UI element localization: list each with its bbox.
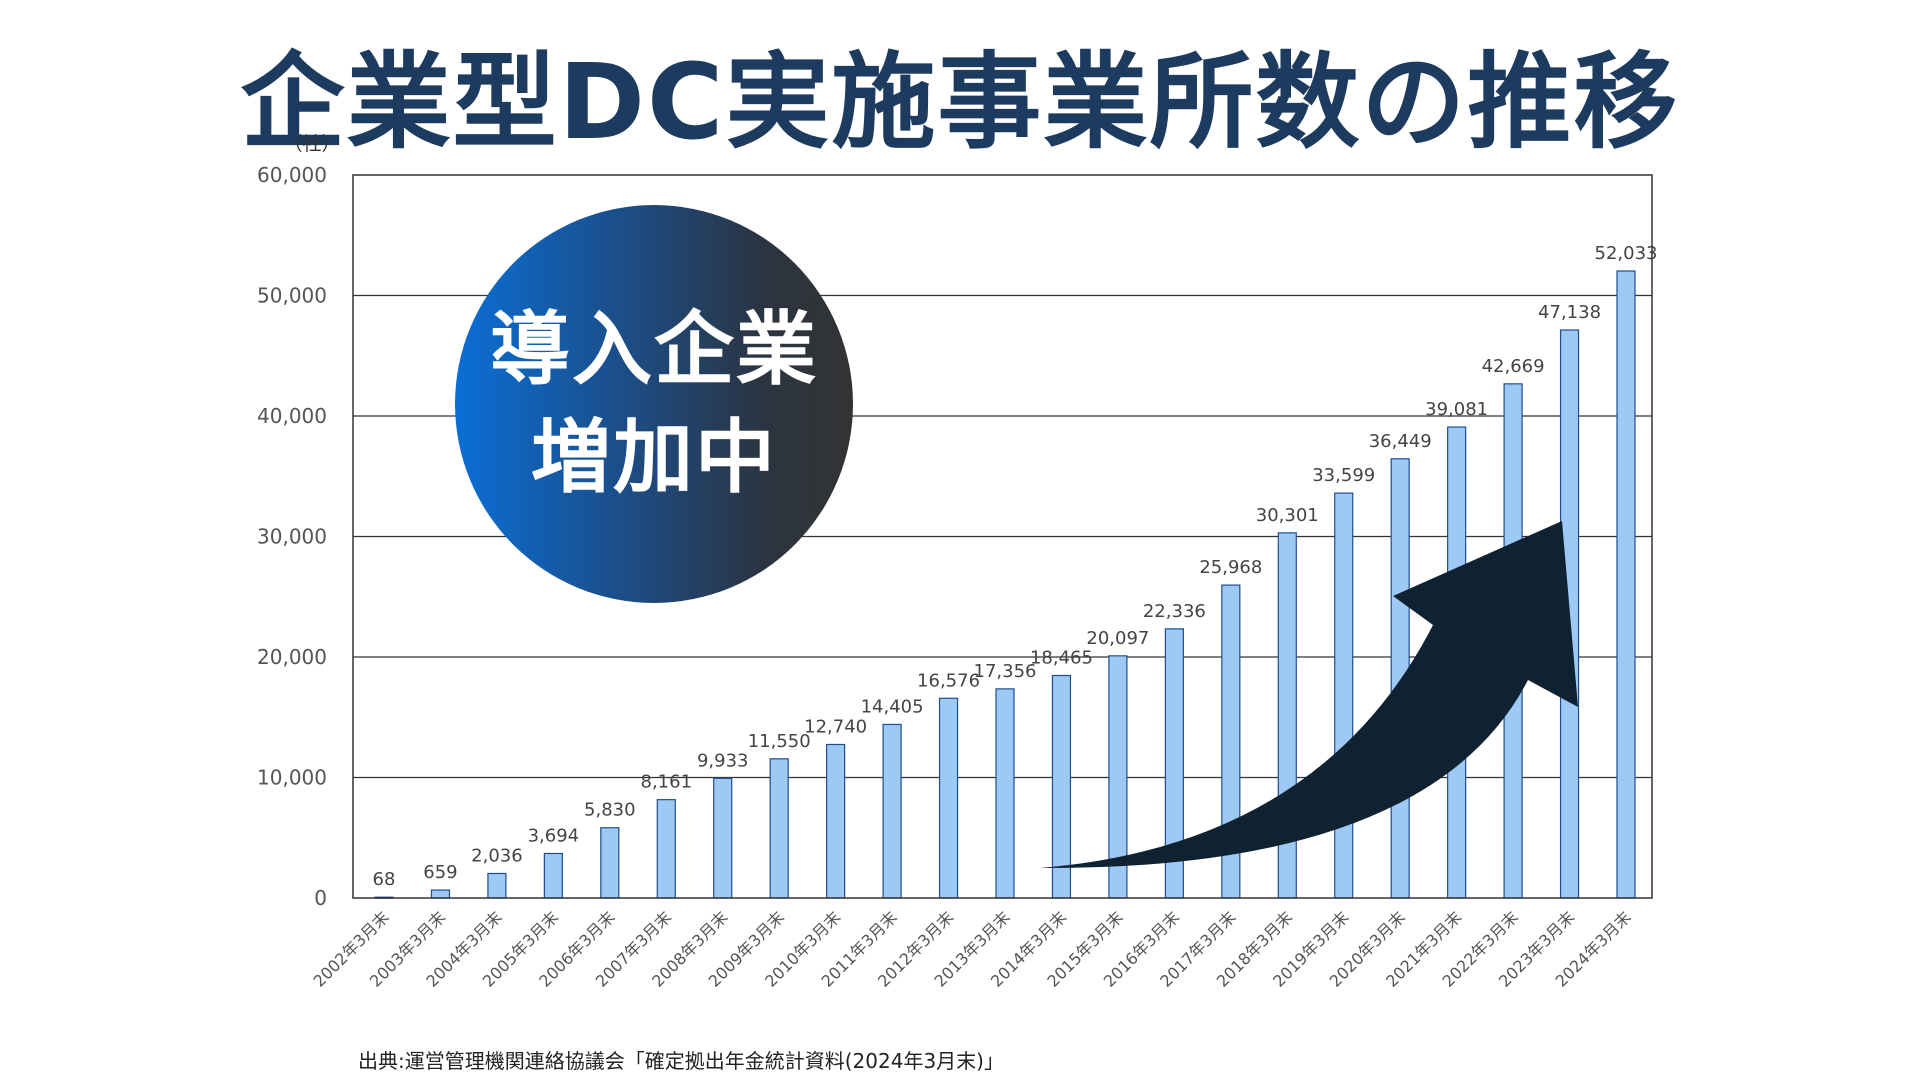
- bar-2024年3月末: [1616, 270, 1636, 899]
- bar-2006年3月末: [600, 827, 620, 899]
- y-tick-label: 10,000: [257, 766, 327, 790]
- value-label: 17,356: [974, 661, 1037, 682]
- value-label: 36,449: [1369, 431, 1432, 452]
- value-label: 39,081: [1425, 399, 1488, 420]
- value-label: 3,694: [528, 825, 580, 846]
- value-label: 25,968: [1199, 557, 1262, 578]
- bar-2009年3月末: [769, 758, 789, 899]
- bar-2008年3月末: [713, 777, 733, 899]
- source-note: 出典:運営管理機関連絡協議会「確定拠出年金統計資料(2024年3月末)」: [358, 1049, 1004, 1073]
- value-label: 9,933: [697, 750, 749, 771]
- value-label: 18,465: [1030, 647, 1093, 668]
- y-tick-label: 40,000: [257, 404, 327, 428]
- bar-2005年3月末: [543, 852, 563, 899]
- y-tick-label: 0: [314, 886, 327, 910]
- y-tick-label: 30,000: [257, 525, 327, 549]
- trend-arrow-icon: [1040, 521, 1578, 869]
- value-label: 33,599: [1312, 465, 1375, 486]
- value-label: 68: [373, 869, 396, 890]
- value-label: 11,550: [748, 731, 811, 752]
- badge-line-2: 増加中: [531, 411, 777, 504]
- value-label: 2,036: [471, 845, 523, 866]
- y-tick-label: 50,000: [257, 284, 327, 308]
- bar-2010年3月末: [826, 743, 846, 899]
- bar-2012年3月末: [938, 697, 959, 899]
- chart-value-labels: 68 659 2,0363,6945,8308,1619,93311,55012,7…: [373, 243, 1658, 890]
- value-label: 22,336: [1143, 601, 1206, 622]
- value-label: 52,033: [1595, 243, 1658, 264]
- bar-2003年3月末: [430, 889, 451, 899]
- value-label: 20,097: [1086, 628, 1149, 649]
- bar-2013年3月末: [995, 688, 1015, 899]
- chart-bars: [374, 270, 1636, 899]
- y-axis-unit-label: （社）: [283, 133, 340, 155]
- y-tick-label: 60,000: [257, 163, 327, 187]
- plot-frame: [352, 174, 1653, 899]
- badge-circle: 導入企業 増加中: [455, 205, 853, 603]
- value-label: 47,138: [1538, 302, 1601, 323]
- value-label: 8,161: [641, 772, 693, 793]
- page-title: 企業型DC実施事業所数の推移: [240, 41, 1680, 163]
- value-label: 30,301: [1256, 505, 1319, 526]
- value-label: 12,740: [804, 716, 867, 737]
- bar-2019年3月末: [1334, 492, 1354, 899]
- bar-2004年3月末: [487, 872, 507, 899]
- chart-x-tick-labels: 2002年3月末2003年3月末2004年3月末2005年3月末2006年3月末…: [309, 907, 1634, 990]
- chart-y-tick-labels: 0 10,000 20,000 30,000 40,000 50,000 60,000: [257, 163, 327, 910]
- value-label: 5,830: [584, 800, 636, 821]
- value-label: 659: [423, 862, 457, 883]
- bar-2007年3月末: [656, 799, 676, 899]
- bar-2011年3月末: [882, 723, 902, 899]
- value-label: 16,576: [917, 670, 980, 691]
- value-label: 14,405: [861, 696, 924, 717]
- badge-line-1: 導入企業: [490, 303, 818, 396]
- bar-2014年3月末: [1051, 674, 1072, 899]
- y-tick-label: 20,000: [257, 645, 327, 669]
- value-label: 42,669: [1482, 356, 1545, 377]
